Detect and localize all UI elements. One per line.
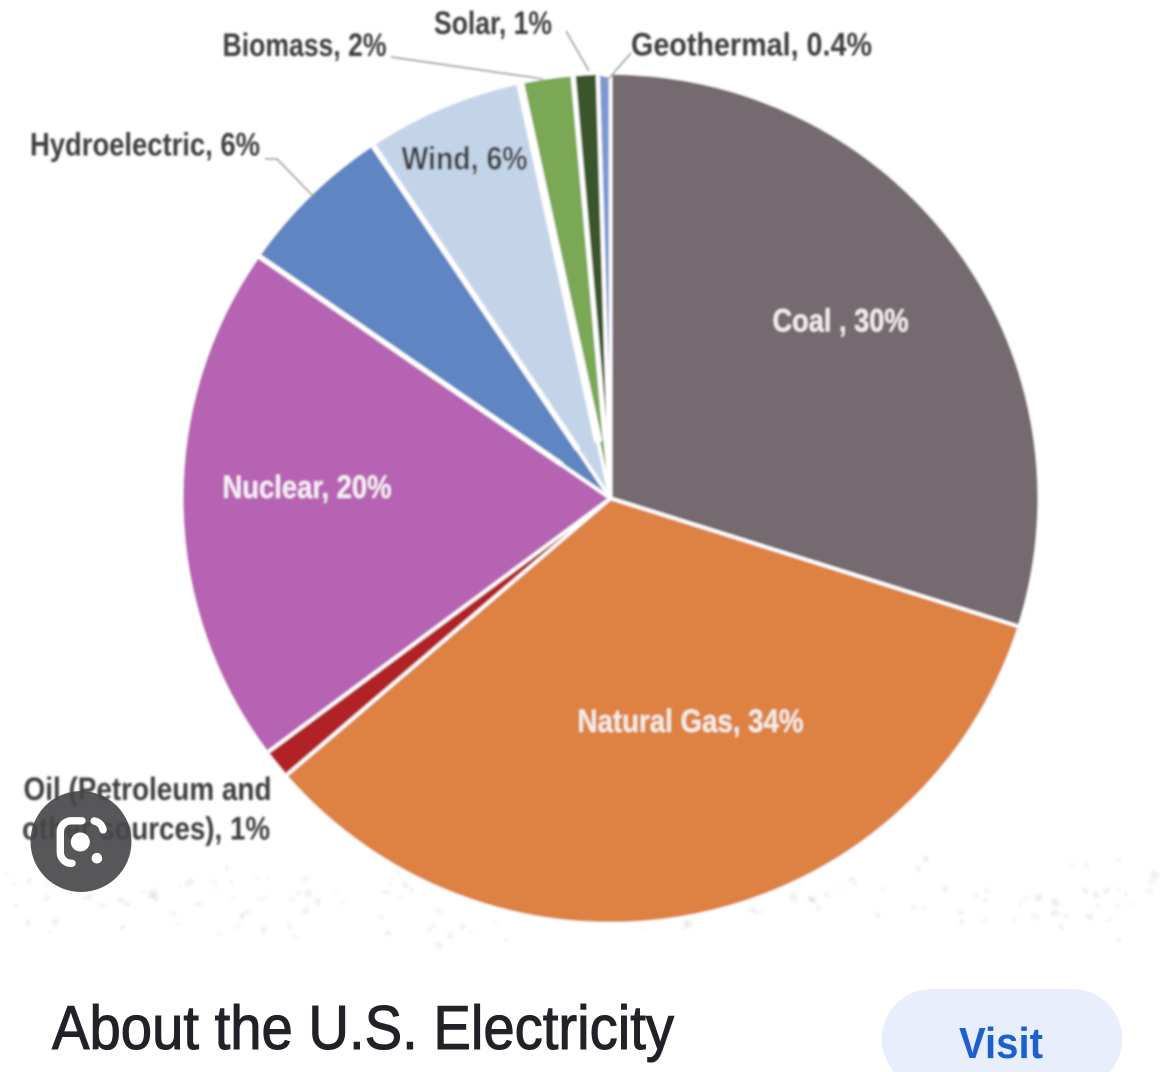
svg-text:Solar, 1%: Solar, 1% — [434, 5, 552, 41]
svg-text:Nuclear, 20%: Nuclear, 20% — [223, 469, 392, 505]
svg-text:Visit: Visit — [959, 1019, 1043, 1068]
svg-text:Hydroelectric, 6%: Hydroelectric, 6% — [30, 127, 260, 163]
svg-text:About the U.S. Electricity: About the U.S. Electricity — [52, 994, 674, 1063]
svg-text:Wind, 6%: Wind, 6% — [402, 141, 528, 177]
svg-text:Biomass, 2%: Biomass, 2% — [223, 27, 387, 63]
svg-text:Coal , 30%: Coal , 30% — [773, 303, 909, 339]
svg-text:Geothermal, 0.4%: Geothermal, 0.4% — [631, 27, 872, 63]
svg-text:Natural Gas, 34%: Natural Gas, 34% — [578, 703, 804, 739]
